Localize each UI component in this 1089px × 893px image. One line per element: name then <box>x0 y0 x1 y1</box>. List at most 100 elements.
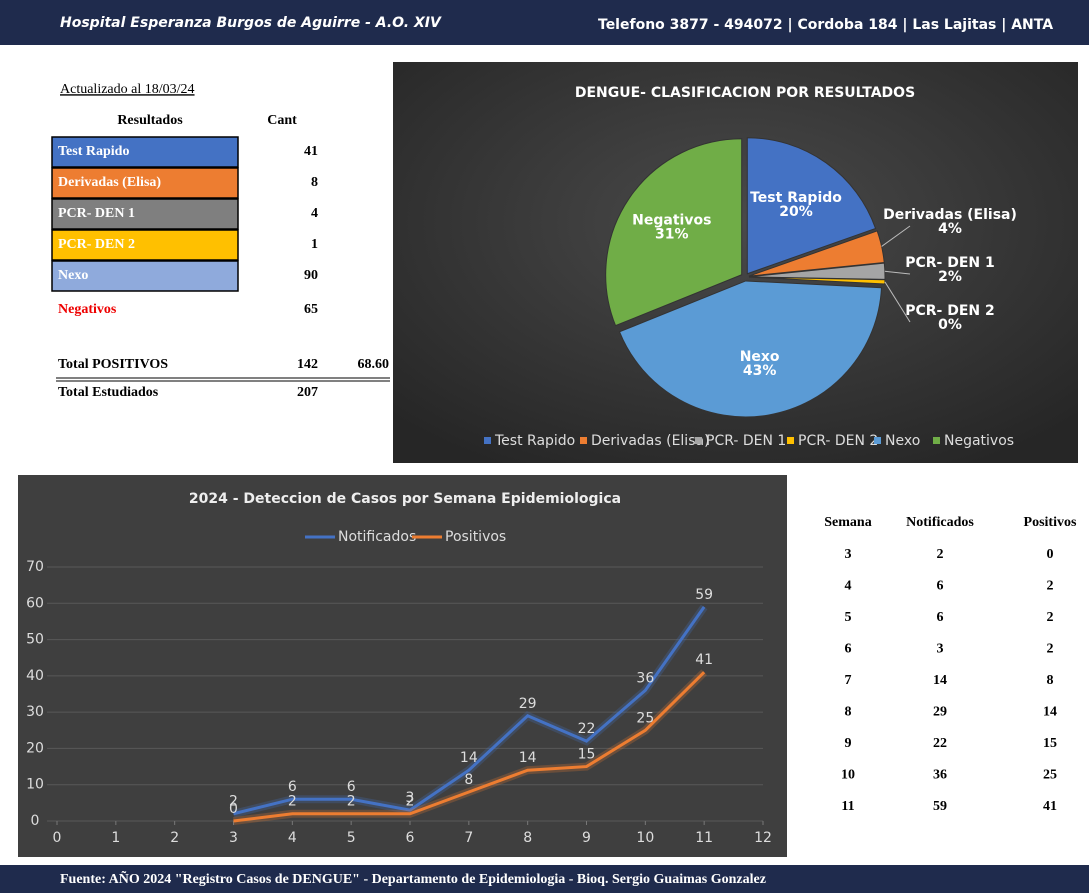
result-label: Derivadas (Elisa) <box>58 175 161 190</box>
header-contact: Telefono 3877 - 494072 | Cordoba 184 | L… <box>598 17 1053 33</box>
data-label: 15 <box>578 747 596 763</box>
result-label: Nexo <box>58 268 88 283</box>
header-bar <box>0 0 1089 45</box>
y-tick-label: 30 <box>26 704 44 720</box>
legend-label: Derivadas (Elisa) <box>591 433 710 449</box>
x-tick-label: 5 <box>347 830 356 846</box>
y-tick-label: 10 <box>26 777 44 793</box>
pie-value-label: 0% <box>938 317 962 333</box>
result-box <box>51 229 239 261</box>
footer-bar <box>0 865 1089 893</box>
updated: Actualizado al 18/03/24 <box>60 82 195 97</box>
x-tick-label: 6 <box>406 830 415 846</box>
col-header: Notificados <box>906 515 974 530</box>
result-box <box>51 167 239 199</box>
table-cell: 0 <box>1047 547 1054 562</box>
data-label: 0 <box>229 801 238 817</box>
table-cell: 14 <box>1043 705 1057 720</box>
data-label: 22 <box>578 721 596 737</box>
legend-label: Positivos <box>445 529 506 545</box>
data-label: 36 <box>636 670 654 686</box>
x-tick-label: 4 <box>288 830 297 846</box>
x-tick-label: 10 <box>636 830 654 846</box>
data-label: 2 <box>229 794 238 810</box>
pie-value-label: 20% <box>779 204 813 220</box>
chart-title: 2024 - Deteccion de Casos por Semana Epi… <box>189 491 621 507</box>
x-tick-label: 7 <box>464 830 473 846</box>
table-cell: 6 <box>937 610 944 625</box>
data-label: 25 <box>636 710 654 726</box>
table-cell: 15 <box>1043 736 1057 751</box>
result-count: 41 <box>304 144 318 159</box>
table-cell: 22 <box>933 736 947 751</box>
data-label: 3 <box>406 790 415 806</box>
table-cell: 36 <box>933 768 947 783</box>
total-count: 207 <box>297 385 318 400</box>
result-label: PCR- DEN 1 <box>58 206 135 221</box>
total-count: 142 <box>297 357 318 372</box>
table-cell: 4 <box>845 579 852 594</box>
data-label: 2 <box>347 794 356 810</box>
total-percent: 68.60 <box>358 357 390 372</box>
table-cell: 8 <box>1047 673 1054 688</box>
result-label: PCR- DEN 2 <box>58 237 135 252</box>
legend-swatch <box>695 437 702 444</box>
legend-swatch <box>874 437 881 444</box>
x-tick-label: 12 <box>754 830 772 846</box>
col-header: Resultados <box>117 113 183 128</box>
y-tick-label: 40 <box>26 668 44 684</box>
pie-label: PCR- DEN 2 <box>905 303 995 319</box>
result-label: Test Rapido <box>58 144 129 159</box>
table-cell: 6 <box>937 579 944 594</box>
table-cell: 2 <box>1047 642 1054 657</box>
pie-slice <box>748 230 885 277</box>
legend-swatch <box>787 437 794 444</box>
pie-value-label: 31% <box>655 227 689 243</box>
pie-slice <box>748 276 886 285</box>
table-cell: 10 <box>841 768 855 783</box>
pie-slice <box>605 138 743 327</box>
table-cell: 6 <box>845 642 852 657</box>
x-tick-label: 3 <box>229 830 238 846</box>
data-label: 6 <box>288 779 297 795</box>
result-box <box>51 136 239 168</box>
legend-swatch <box>580 437 587 444</box>
y-tick-label: 70 <box>26 559 44 575</box>
legend-label: Test Rapido <box>494 433 575 449</box>
chart-title: DENGUE- CLASIFICACION POR RESULTADOS <box>575 85 915 101</box>
leader-line <box>884 270 911 275</box>
y-tick-label: 20 <box>26 740 44 756</box>
table-cell: 14 <box>933 673 947 688</box>
col-header: Positivos <box>1024 515 1077 530</box>
data-label: 59 <box>695 587 713 603</box>
col-header: Cant <box>267 113 297 128</box>
legend-label: Negativos <box>944 433 1014 449</box>
table-cell: 8 <box>845 705 852 720</box>
y-tick-label: 60 <box>26 595 44 611</box>
legend-label: PCR- DEN 2 <box>798 433 878 449</box>
footer: Fuente: AÑO 2024 "Registro Casos de DENG… <box>60 869 766 887</box>
total-label: Total Estudiados <box>58 385 159 400</box>
pie-slice <box>618 280 883 418</box>
legend-label: Notificados <box>338 529 416 545</box>
pie-slice <box>746 137 877 275</box>
header-title: Hospital Esperanza Burgos de Aguirre - A… <box>60 15 442 31</box>
data-label: 14 <box>460 750 478 766</box>
data-label: 29 <box>519 696 537 712</box>
table-cell: 9 <box>845 736 852 751</box>
pie-value-label: 2% <box>938 269 962 285</box>
table-cell: 7 <box>845 673 852 688</box>
data-label: 41 <box>695 652 713 668</box>
data-label: 8 <box>464 772 473 788</box>
data-label: 2 <box>406 794 415 810</box>
table-cell: 3 <box>845 547 852 562</box>
x-tick-label: 2 <box>170 830 179 846</box>
series-line <box>233 671 706 823</box>
legend-swatch <box>933 437 940 444</box>
legend-label: Nexo <box>885 433 920 449</box>
table-cell: 5 <box>845 610 852 625</box>
line-panel <box>18 475 787 857</box>
result-count: 4 <box>311 206 318 221</box>
